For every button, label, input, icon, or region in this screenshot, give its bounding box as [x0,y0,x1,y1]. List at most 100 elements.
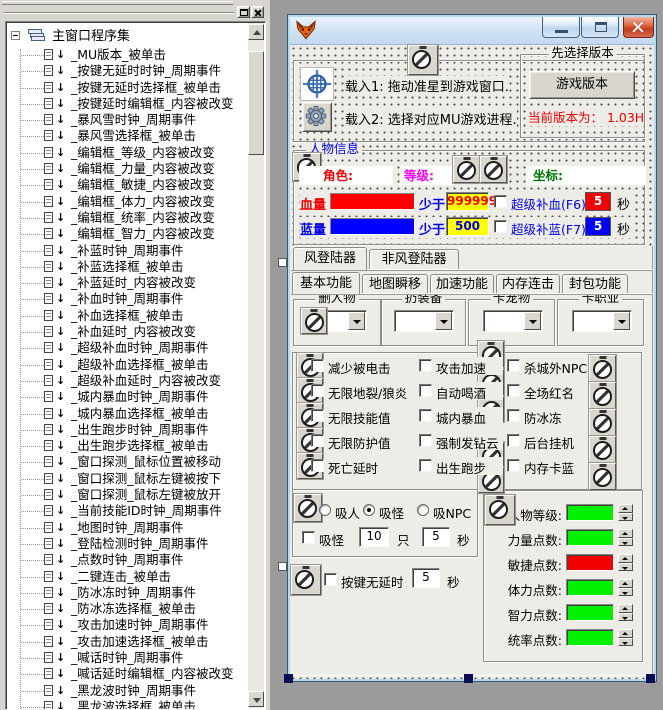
tab-feifeng-login[interactable]: 非风登陆器 [369,249,459,270]
tree-item[interactable]: ↓ _城内暴血选择框_被单击 [7,406,246,422]
drop-item-combobox[interactable] [394,310,454,332]
suck-npc-radio[interactable] [417,504,429,516]
spin-up-icon[interactable] [618,579,633,588]
spin-down-icon[interactable] [618,562,633,571]
panel-maximize-button[interactable] [237,6,250,18]
tree-root-item[interactable]: 主窗口程序集 [7,25,246,47]
cheat-checkbox[interactable] [507,434,520,447]
stat-spinner[interactable] [618,504,633,521]
tree-item[interactable]: ↓ _补蓝选择框_被单击 [7,259,246,275]
tree-item[interactable]: ↓ _暴风雪时钟_周期事件 [7,112,246,128]
spin-up-icon[interactable] [618,629,633,638]
title-bar[interactable] [290,17,654,45]
tree-item[interactable]: ↓ _超级补血延时_内容被改变 [7,373,246,389]
stat-value-field[interactable] [566,629,614,646]
hp-threshold-input[interactable]: 999999 [446,192,497,211]
dropdown-arrow-icon[interactable] [435,312,452,330]
tree-item[interactable]: ↓ _攻击加速时钟_周期事件 [7,617,246,633]
selection-handle-left-bottom[interactable] [278,562,287,571]
cheat-checkbox[interactable] [419,409,432,422]
cheat-checkbox[interactable] [507,384,520,397]
panel-close-button[interactable] [251,6,264,18]
dropdown-arrow-icon[interactable] [524,312,541,330]
spin-down-icon[interactable] [618,537,633,546]
dropdown-arrow-icon[interactable] [613,312,630,330]
suck-count-input[interactable]: 10 [359,527,389,547]
tree-item[interactable]: ↓ _编辑框_力量_内容被改变 [7,161,246,177]
cheat-checkbox[interactable] [507,409,520,422]
key-nodelay-input[interactable]: 5 [412,568,440,588]
stat-value-field[interactable] [566,604,614,621]
suck-delay-input[interactable]: 5 [422,527,450,547]
selection-handle-bottom-center[interactable] [464,674,473,683]
tree-item[interactable]: ↓ _补蓝延时_内容被改变 [7,275,246,291]
timer-icon[interactable] [291,565,321,595]
timer-icon[interactable] [589,463,616,490]
selection-handle-left-top[interactable] [278,258,287,267]
tree-item[interactable]: ↓ _补血时钟_周期事件 [7,291,246,307]
tree-item[interactable]: ↓ _登陆检测时钟_周期事件 [7,536,246,552]
tree-scrollbar[interactable] [248,23,264,708]
tree-item[interactable]: ↓ _编辑框_体力_内容被改变 [7,194,246,210]
tree-item[interactable]: ↓ _黑龙波时钟_周期事件 [7,683,246,699]
tree-item[interactable]: ↓ _城内暴血时钟_周期事件 [7,389,246,405]
tree-item[interactable]: ↓ _补血选择框_被单击 [7,308,246,324]
tree-item[interactable]: ↓ _按键无延时时钟_周期事件 [7,63,246,79]
spin-down-icon[interactable] [618,587,633,596]
tree-item[interactable]: ↓ _地图时钟_周期事件 [7,520,246,536]
super-heal-hp-checkbox[interactable] [494,195,507,208]
stat-spinner[interactable] [618,554,633,571]
tab-packet-func[interactable]: 封包功能 [562,274,628,294]
timer-icon[interactable] [485,495,515,525]
stat-value-field[interactable] [566,554,614,571]
cheat-checkbox[interactable] [419,434,432,447]
spin-up-icon[interactable] [618,604,633,613]
super-heal-mp-checkbox[interactable] [494,220,507,233]
selection-handle-bottom-left[interactable] [284,674,293,683]
tree-item[interactable]: ↓ _补蓝时钟_周期事件 [7,243,246,259]
suck-player-radio[interactable] [319,504,331,516]
suck-monster-checkbox[interactable] [302,531,315,544]
timer-icon[interactable] [408,45,438,75]
tree-item[interactable]: ↓ _攻击加速选择框_被单击 [7,634,246,650]
tab-feng-login[interactable]: 风登陆器 [293,247,367,270]
stat-value-field[interactable] [566,579,614,596]
cheat-checkbox[interactable] [311,359,324,372]
stat-spinner[interactable] [618,579,633,596]
spin-up-icon[interactable] [618,554,633,563]
scroll-up-button[interactable] [248,24,264,40]
stat-value-field[interactable] [566,504,614,521]
tree-item[interactable]: ↓ _出生跑步选择框_被单击 [7,438,246,454]
cheat-checkbox[interactable] [419,359,432,372]
tree-item[interactable]: ↓ _编辑框_等级_内容被改变 [7,145,246,161]
spin-up-icon[interactable] [618,504,633,513]
tree-collapse-icon[interactable] [11,31,20,40]
cheat-checkbox[interactable] [419,384,432,397]
timer-icon[interactable] [301,308,327,334]
tree-item[interactable]: ↓ _窗口探测_鼠标位置被移动 [7,454,246,470]
cheat-checkbox[interactable] [311,384,324,397]
tree-item[interactable]: ↓ _出生跑步时钟_周期事件 [7,422,246,438]
stat-spinner[interactable] [618,529,633,546]
selection-handle-bottom-right[interactable] [646,674,655,683]
pet-lock-combobox[interactable] [483,310,543,332]
tree-item[interactable]: ↓ _按键延时编辑框_内容被改变 [7,96,246,112]
spin-down-icon[interactable] [618,512,633,521]
spin-down-icon[interactable] [618,612,633,621]
tree-item[interactable]: ↓ _暴风雪选择框_被单击 [7,128,246,144]
class-lock-combobox[interactable] [572,310,632,332]
tree-item[interactable]: ↓ _超级补血时钟_周期事件 [7,340,246,356]
tree-item[interactable]: ↓ _编辑框_统率_内容被改变 [7,210,246,226]
tree-item[interactable]: ↓ _按键无延时选择框_被单击 [7,80,246,96]
cheat-checkbox[interactable] [507,459,520,472]
tree-item[interactable]: ↓ _点数时钟_周期事件 [7,552,246,568]
scroll-down-button[interactable] [248,691,264,707]
tab-basic-func[interactable]: 基本功能 [292,272,360,294]
spin-up-icon[interactable] [618,529,633,538]
tab-memory-combo[interactable]: 内存连击 [496,274,560,294]
minimize-button[interactable] [542,17,580,38]
suck-monster-radio[interactable] [363,504,375,516]
cheat-checkbox[interactable] [507,359,520,372]
cheat-checkbox[interactable] [311,459,324,472]
hp-interval-input[interactable]: 5 [585,192,611,211]
